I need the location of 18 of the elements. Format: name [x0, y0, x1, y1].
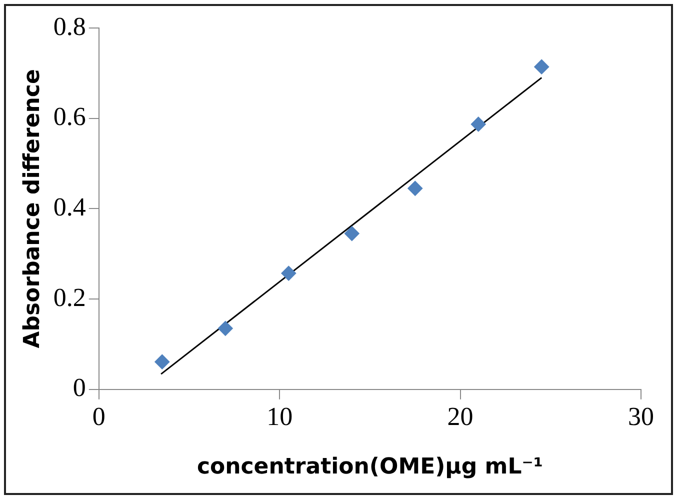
point — [344, 226, 360, 242]
point — [281, 266, 296, 281]
y-tick-label: 0.6 — [53, 102, 86, 132]
x-tick-label: 10 — [266, 402, 293, 431]
point — [408, 180, 423, 196]
point — [218, 320, 233, 336]
x-tick-label: 30 — [628, 402, 654, 431]
point — [154, 354, 170, 370]
point — [470, 116, 486, 132]
x-tick-label: 20 — [447, 402, 474, 431]
y-tick-label: 0.2 — [53, 282, 86, 312]
y-tick-label: 0 — [72, 373, 86, 402]
point — [534, 59, 550, 74]
y-tick-label: 0.4 — [53, 192, 86, 222]
x-axis-title: concentration(OME)μg mL⁻¹ — [196, 454, 543, 480]
y-axis-title: Absorbance difference — [20, 69, 45, 348]
x-tick-label: 0 — [92, 402, 106, 431]
y-tick-label: 0.8 — [53, 12, 86, 41]
